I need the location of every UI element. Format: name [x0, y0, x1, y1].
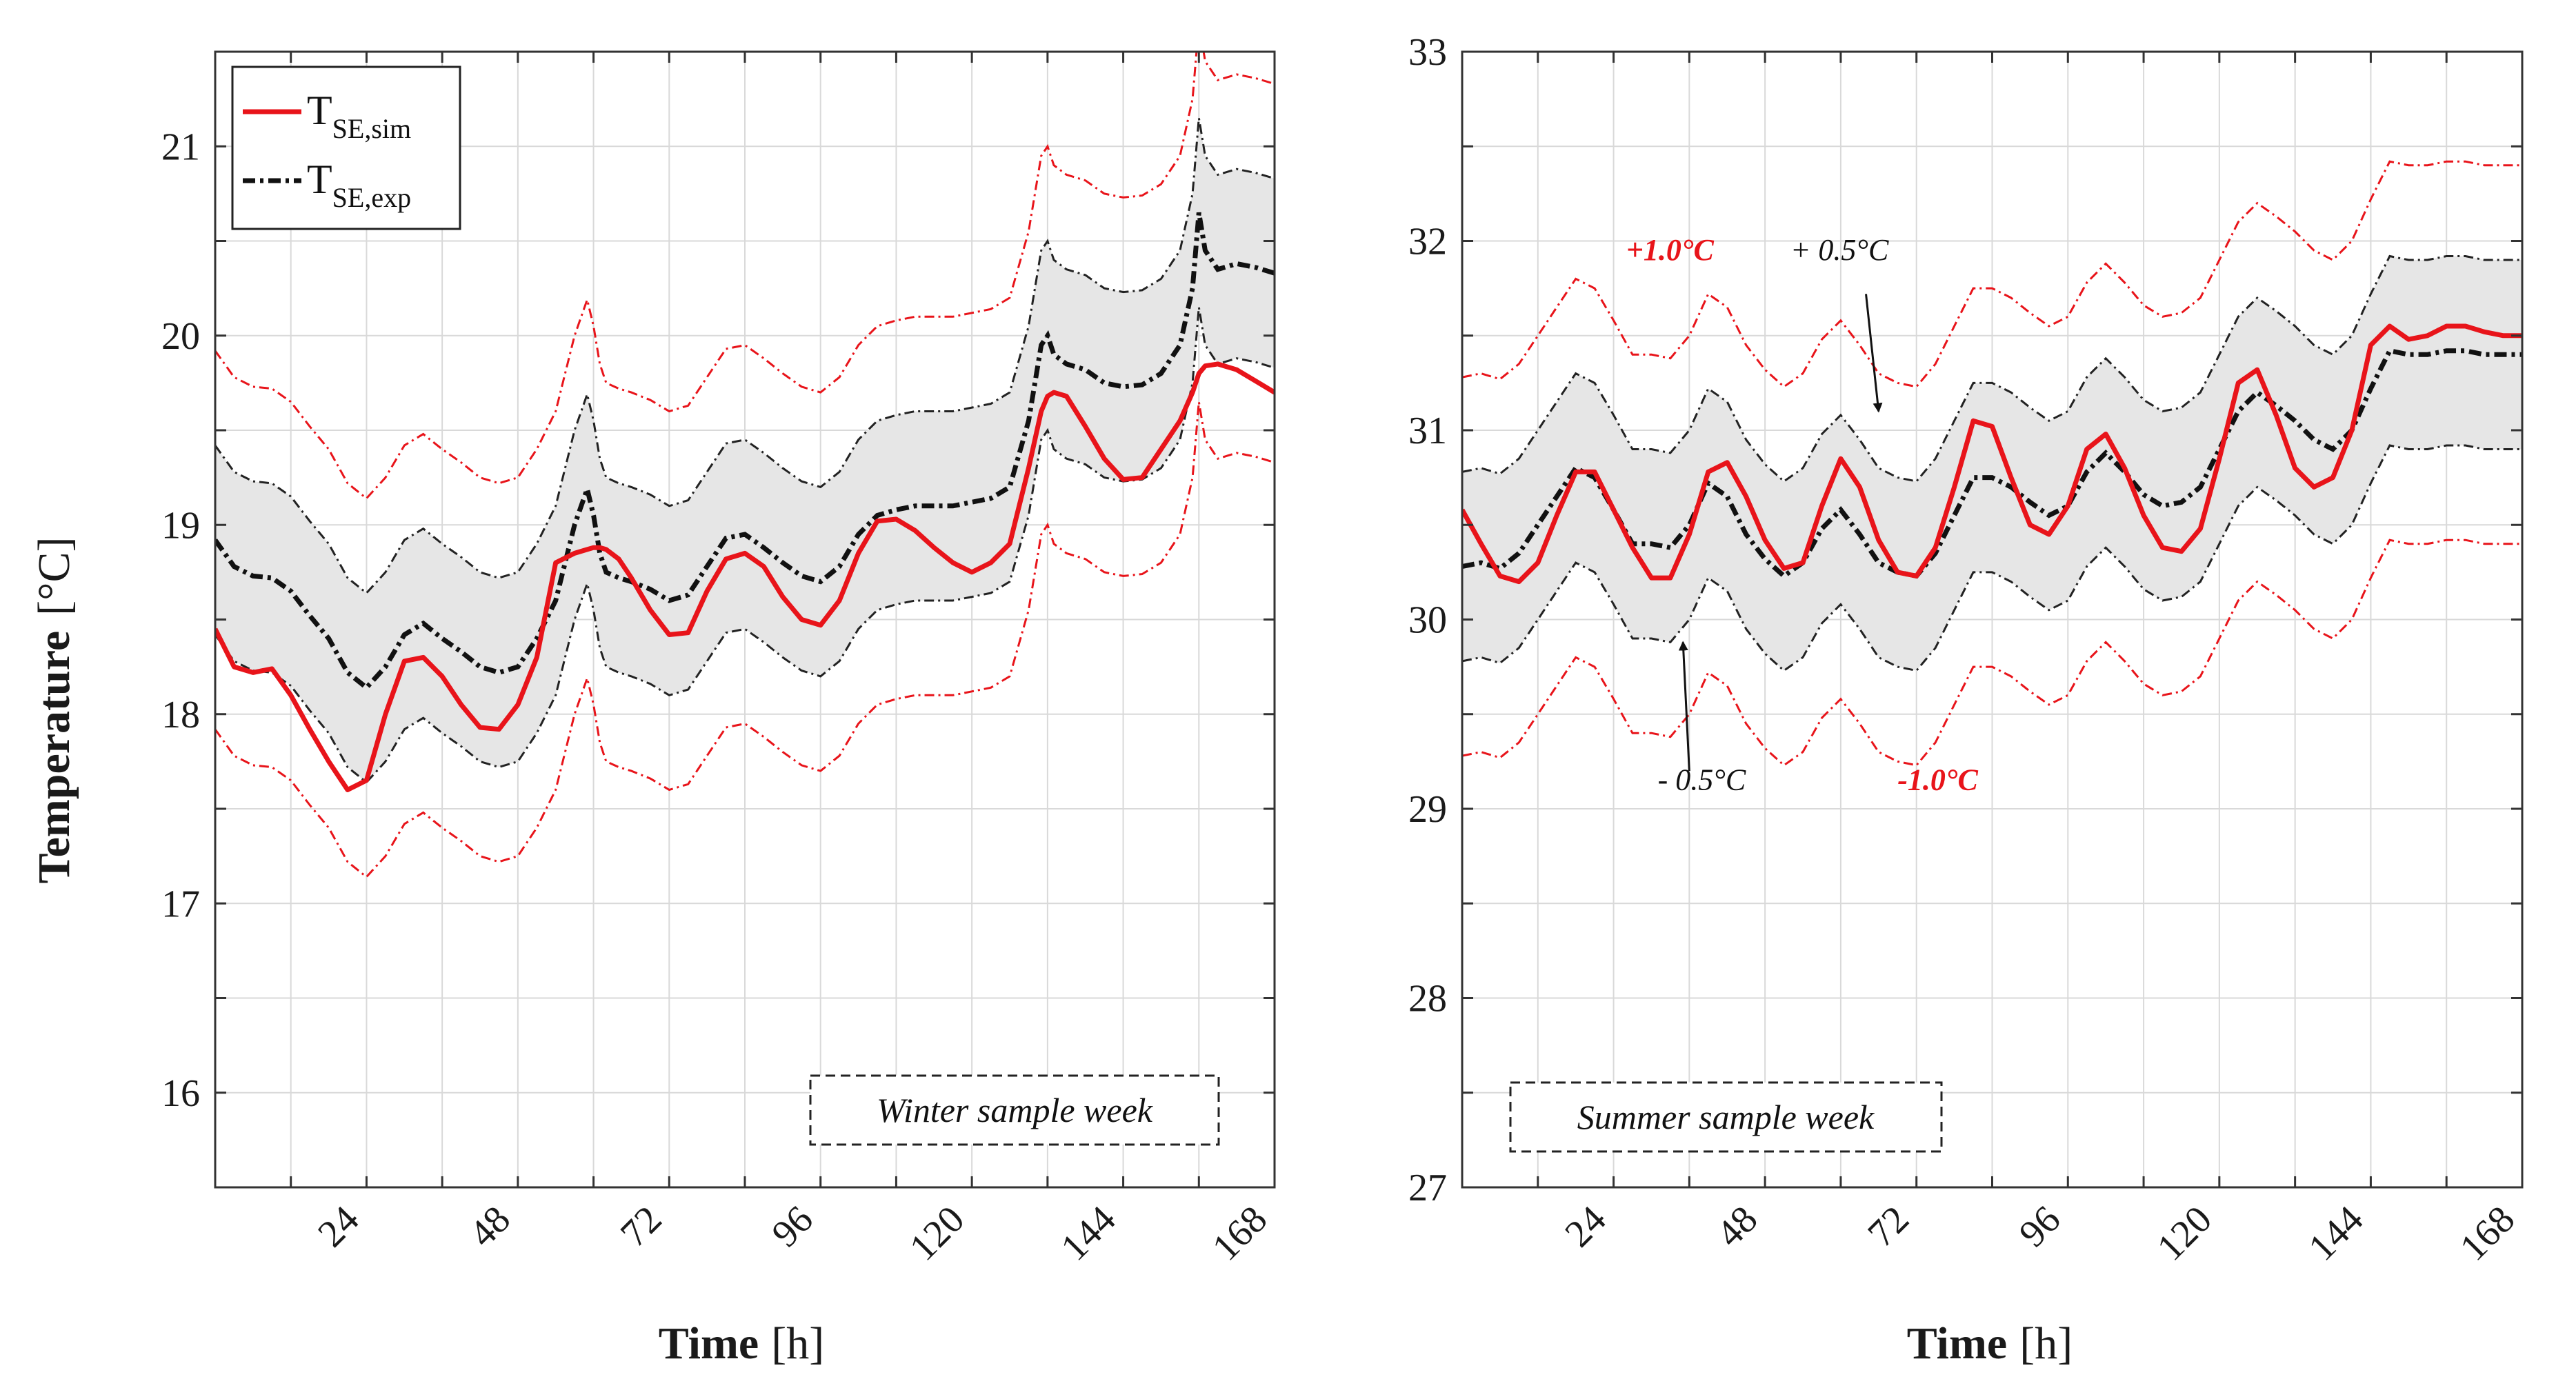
upper-bound-0.5	[1462, 254, 2522, 483]
y-tick-label: 31	[1408, 410, 1447, 452]
summer-label-text: Summer sample week	[1577, 1098, 1875, 1136]
x-tick-label: 48	[1708, 1198, 1766, 1255]
lower-bound-1	[215, 401, 1275, 878]
annotation-minus05: - 0.5°C	[1658, 763, 1746, 797]
y-tick-label: 17	[161, 883, 200, 925]
y-tick-label: 20	[161, 315, 200, 358]
y-tick-label: 16	[161, 1072, 200, 1115]
winter-x-tick-labels: 24 48 72 96 120 144 168	[310, 1198, 1275, 1269]
y-tick-label: 27	[1408, 1167, 1447, 1209]
x-tick-label: 72	[612, 1198, 670, 1255]
lower-bound-0.5	[1462, 444, 2522, 672]
summer-uncertainty-band	[1462, 256, 2522, 671]
y-tick-label: 19	[161, 504, 200, 547]
x-tick-label: 144	[1053, 1198, 1124, 1269]
summer-annotations: +1.0°C + 0.5°C - 0.5°C -1.0°C	[1626, 233, 1979, 797]
y-tick-label: 29	[1408, 788, 1447, 831]
annotation-plus1: +1.0°C	[1626, 233, 1715, 267]
y-tick-label: 18	[161, 694, 200, 736]
uncertainty-band-fill	[215, 118, 1275, 783]
x-tick-label: 168	[1204, 1198, 1275, 1269]
series-sim-line	[1462, 323, 2522, 585]
uncertainty-band-fill	[1462, 256, 2522, 671]
winter-uncertainty-band	[215, 118, 1275, 783]
upper-bound-0.5	[215, 117, 1275, 595]
summer-band-bounds	[1462, 160, 2522, 767]
upper-bound-1	[1462, 160, 2522, 388]
upper-bound-1	[215, 52, 1275, 500]
series-exp-line	[1462, 348, 2522, 579]
x-tick-label: 168	[2452, 1198, 2523, 1269]
winter-x-axis-title: Time [h]	[659, 1318, 824, 1369]
annotation-arrow	[1865, 294, 1883, 413]
summer-label-box	[1509, 1081, 1943, 1153]
x-tick-label: 96	[2011, 1198, 2068, 1255]
summer-grid	[1461, 51, 2523, 1188]
summer-series	[1462, 323, 2522, 585]
y-tick-label: 32	[1408, 221, 1447, 263]
x-tick-label: 96	[763, 1198, 821, 1255]
summer-x-tick-labels: 24 48 72 96 120 144 168	[1557, 1198, 2523, 1269]
x-tick-label: 24	[1557, 1198, 1614, 1255]
series-exp-line	[215, 212, 1275, 692]
legend: TSE,sim TSE,exp	[231, 66, 461, 230]
y-tick-label: 28	[1408, 978, 1447, 1020]
winter-label-box	[809, 1074, 1220, 1146]
legend-exp-label: TSE,exp	[307, 157, 411, 213]
summer-arrows	[1678, 294, 1883, 772]
annotation-minus1: -1.0°C	[1897, 763, 1978, 797]
x-tick-label: 24	[310, 1198, 367, 1255]
series-sim-line	[215, 361, 1275, 792]
summer-x-axis-title: Time [h]	[1907, 1318, 2073, 1369]
x-tick-label: 120	[901, 1198, 972, 1269]
y-tick-label: 33	[1408, 31, 1447, 74]
winter-panel: 24 48 72 96 120 144 168 16 17 18 19 20 21 TSE,sim T…	[161, 50, 1276, 1369]
winter-label-text: Winter sample week	[877, 1091, 1153, 1129]
legend-sim-label: TSE,sim	[307, 88, 411, 144]
legend-box	[231, 66, 461, 230]
y-tick-label: 21	[161, 125, 200, 168]
x-tick-label: 48	[461, 1198, 519, 1255]
y-axis-title: Temperature[°C]	[29, 537, 79, 884]
annotation-arrow	[1678, 641, 1690, 772]
winter-y-tick-labels: 16 17 18 19 20 21	[161, 125, 200, 1115]
winter-band-bounds	[215, 52, 1275, 878]
x-tick-label: 144	[2300, 1198, 2371, 1269]
y-tick-label: 30	[1408, 599, 1447, 642]
lower-bound-1	[1462, 539, 2522, 767]
winter-series	[215, 212, 1275, 792]
annotation-plus05: + 0.5°C	[1790, 233, 1889, 267]
lower-bound-0.5	[215, 307, 1275, 784]
x-tick-label: 120	[2149, 1198, 2220, 1269]
winter-ticks	[214, 50, 1276, 1189]
summer-ticks	[1461, 50, 2524, 1189]
x-tick-label: 72	[1859, 1198, 1917, 1255]
summer-y-tick-labels: 27 28 29 30 31 32 33	[1408, 31, 1447, 1209]
